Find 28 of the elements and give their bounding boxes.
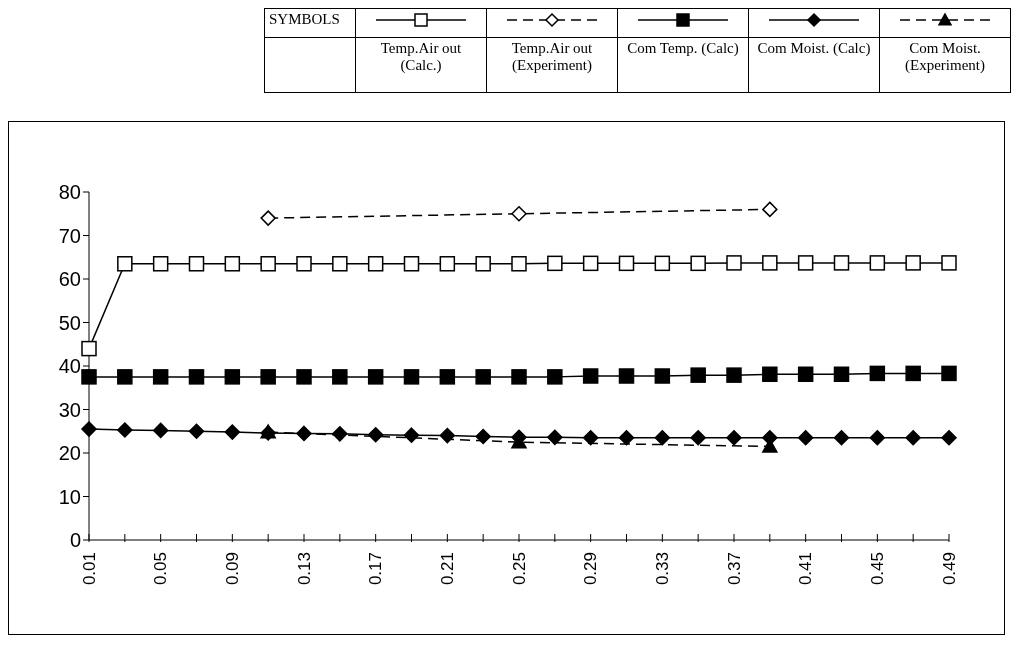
x-tick-label: 0.01 [79, 552, 99, 586]
x-tick-label: 0.21 [437, 552, 457, 586]
x-tick-label: 0.41 [796, 552, 816, 586]
legend-label: Com Moist. (Calc) [756, 39, 872, 58]
y-tick-label: 40 [58, 355, 81, 378]
y-tick-label: 50 [58, 311, 81, 334]
y-tick-label: 30 [58, 398, 81, 421]
x-tick-label: 0.17 [366, 552, 386, 586]
y-tick-label: 70 [58, 224, 81, 247]
y-tick-label: 10 [58, 485, 81, 508]
x-tick-label: 0.13 [294, 552, 314, 586]
x-tick-label: 0.25 [509, 552, 529, 586]
x-tick-label: 0.49 [939, 552, 959, 586]
y-tick-label: 80 [58, 181, 81, 204]
x-tick-label: 0.45 [867, 552, 887, 586]
x-tick-label: 0.29 [581, 552, 601, 586]
x-tick-label: 0.05 [151, 552, 171, 586]
y-tick-label: 20 [58, 442, 81, 465]
x-tick-label: 0.09 [222, 552, 242, 586]
legend-label: Temp.Air out (Experiment) [510, 39, 594, 75]
y-tick-label: 60 [58, 268, 81, 291]
y-tick-label: 0 [69, 529, 81, 552]
legend-label: Temp.Air out (Calc.) [379, 39, 463, 75]
legend-label: Com Moist. (Experiment) [904, 39, 986, 75]
x-tick-label: 0.37 [724, 552, 744, 586]
legend-label: Com Temp. (Calc) [626, 39, 740, 58]
legend-title: SYMBOLS [265, 9, 355, 38]
x-tick-label: 0.33 [652, 552, 672, 586]
